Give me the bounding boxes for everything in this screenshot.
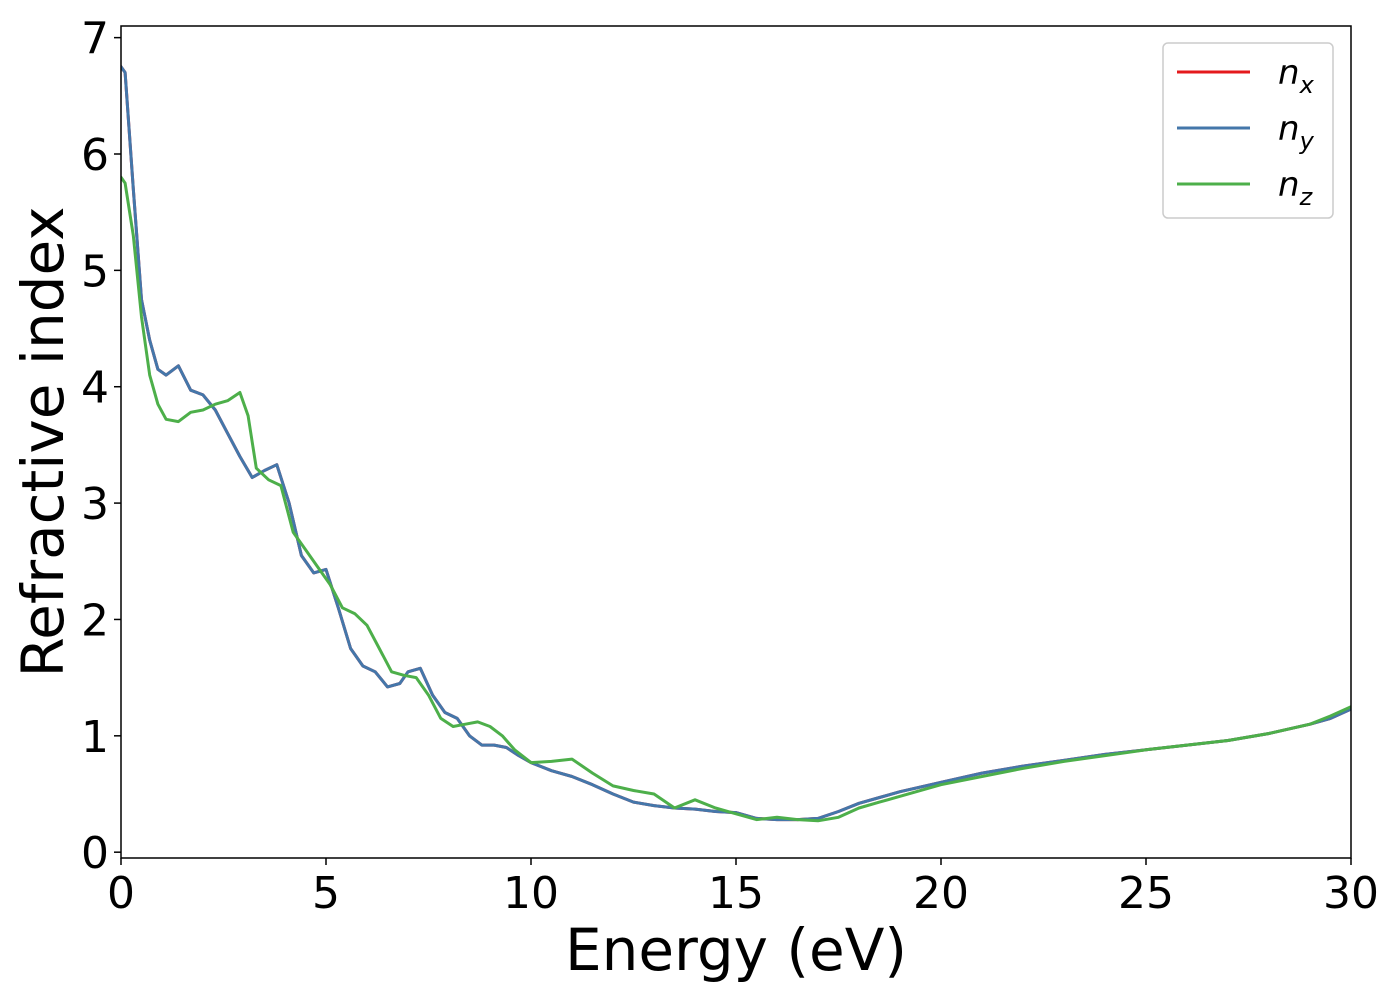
y-tick-label: 7 [81,14,109,65]
legend-label-nz: nz [1278,165,1314,211]
series-layer [121,65,1351,823]
legend-label-nx: nx [1278,53,1315,99]
series-line-nz [121,175,1351,823]
legend-box [1162,42,1334,219]
y-tick-label: 1 [81,712,109,763]
x-tick-label: 20 [913,868,969,919]
x-tick-label: 10 [503,868,559,919]
y-tick-label: 3 [81,479,109,530]
x-tick-label: 0 [107,868,135,919]
x-tick-label: 30 [1323,868,1379,919]
y-axis-label: Refractive index [9,206,77,677]
y-tick-label: 0 [81,828,109,879]
x-tick-label: 5 [312,868,340,919]
y-tick-label: 5 [81,246,109,297]
x-tick-label: 15 [708,868,764,919]
x-axis-label: Energy (eV) [565,916,907,984]
y-tick-label: 2 [81,595,109,646]
series-line-ny [121,65,1351,822]
legend: nx ny nz [1162,42,1334,219]
y-tick-label: 4 [81,363,109,414]
x-tick-label: 25 [1118,868,1174,919]
legend-label-ny: ny [1278,109,1315,155]
ticks-layer: 0 5 10 15 20 25 30 0 1 2 3 4 5 6 7 [81,14,1379,919]
y-tick-label: 6 [81,130,109,181]
